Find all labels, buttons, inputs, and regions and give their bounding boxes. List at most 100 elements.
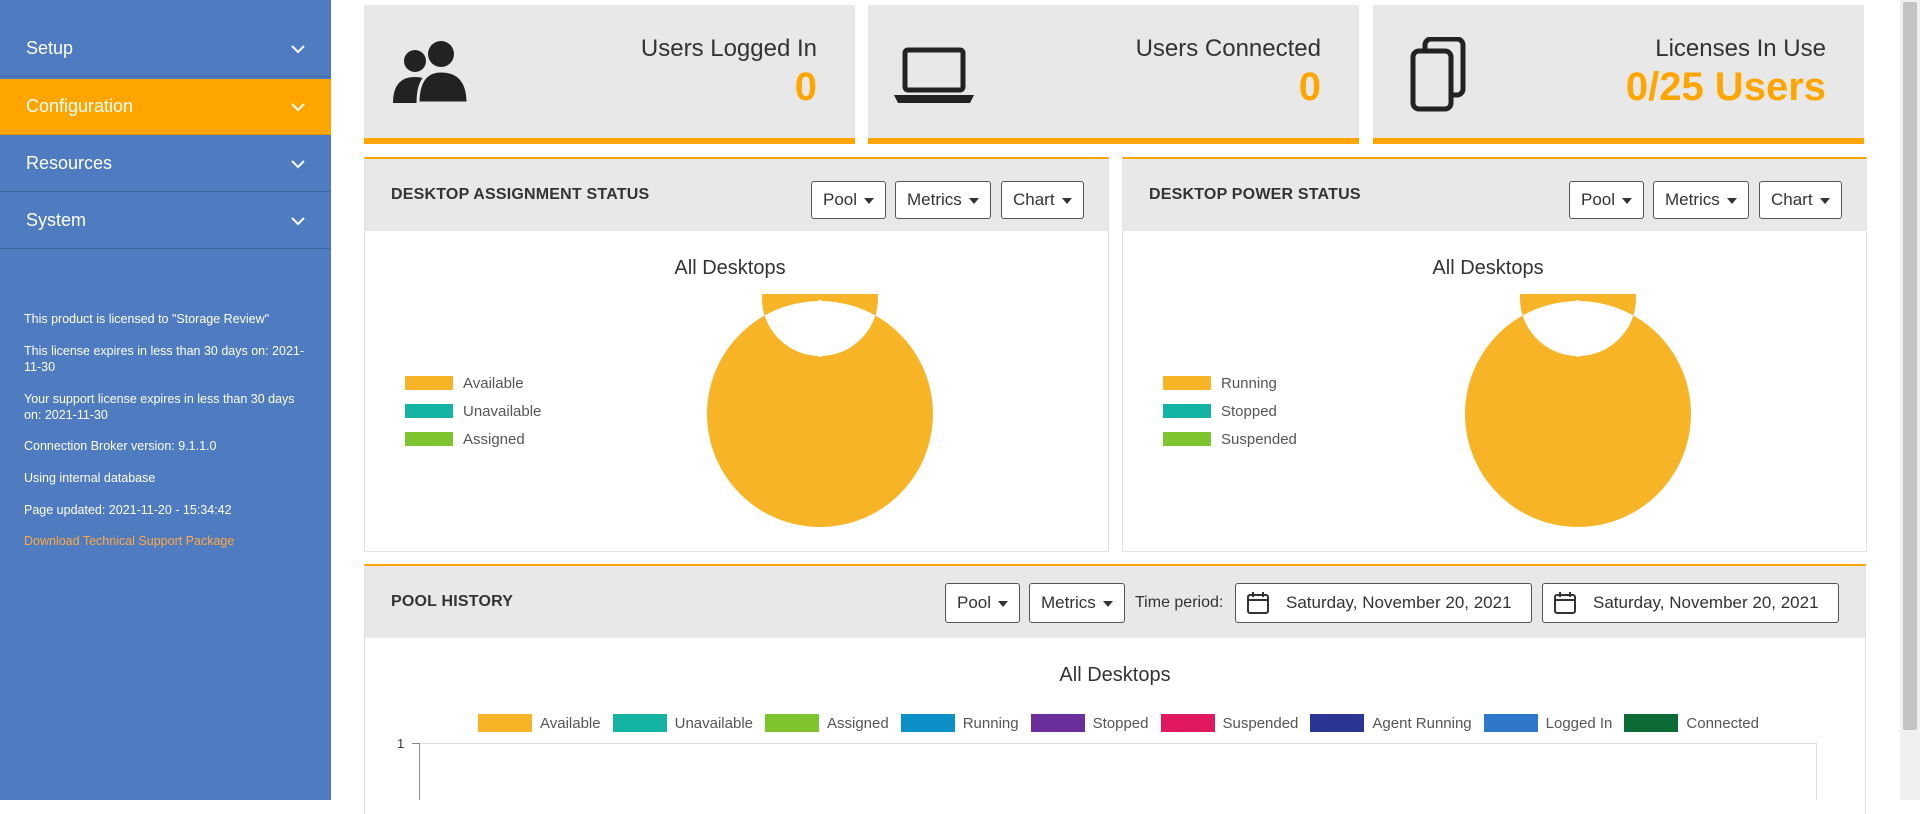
legend-swatch xyxy=(900,714,955,732)
legend-swatch xyxy=(612,714,667,732)
metrics-dropdown[interactable]: Metrics xyxy=(895,181,991,219)
legend-item-assigned[interactable]: Assigned xyxy=(765,714,889,732)
legend-item-suspended[interactable]: Suspended xyxy=(1160,714,1299,732)
legend-label: Suspended xyxy=(1222,714,1299,732)
start-date-value: Saturday, November 20, 2021 xyxy=(1286,593,1512,612)
pool-dropdown[interactable]: Pool xyxy=(1569,181,1645,219)
legend-item-stopped[interactable]: Stopped xyxy=(1030,714,1149,732)
stat-value: 0 xyxy=(794,65,817,109)
legend-swatch xyxy=(1163,404,1211,418)
sidebar-item-label: Setup xyxy=(26,38,74,58)
dropdown-label: Chart xyxy=(1013,190,1055,209)
dropdown-label: Metrics xyxy=(1041,593,1096,612)
documents-icon xyxy=(1410,37,1466,112)
metrics-dropdown[interactable]: Metrics xyxy=(1029,583,1125,623)
legend-label: Connected xyxy=(1686,714,1759,732)
database-info: Using internal database xyxy=(24,471,156,485)
license-expiry: This license expires in less than 30 day… xyxy=(24,344,305,374)
page-updated: Page updated: 2021-11-20 - 15:34:42 xyxy=(24,503,232,517)
legend-item-suspended[interactable]: Suspended xyxy=(1163,425,1297,453)
caret-down-icon xyxy=(1102,601,1113,607)
license-info: This product is licensed to "Storage Rev… xyxy=(24,312,270,326)
sidebar-item-system[interactable]: System xyxy=(0,193,331,249)
calendar-icon xyxy=(1247,592,1269,614)
end-date-picker[interactable]: Saturday, November 20, 2021 xyxy=(1542,583,1839,623)
dropdown-label: Chart xyxy=(1771,190,1813,209)
end-date-value: Saturday, November 20, 2021 xyxy=(1593,593,1819,612)
time-period-label: Time period: xyxy=(1135,594,1224,611)
broker-version: Connection Broker version: 9.1.1.0 xyxy=(24,439,217,453)
scrollbar-thumb[interactable] xyxy=(1903,2,1917,730)
sidebar-item-setup[interactable]: Setup xyxy=(0,21,331,77)
dropdown-label: Pool xyxy=(823,190,858,209)
chevron-down-icon xyxy=(291,44,305,53)
calendar-icon xyxy=(1554,592,1576,614)
caret-down-icon xyxy=(864,198,875,204)
legend-swatch xyxy=(405,432,453,446)
chart-dropdown[interactable]: Chart xyxy=(1001,181,1084,219)
caret-down-icon xyxy=(968,198,979,204)
panel-title: DESKTOP ASSIGNMENT STATUS xyxy=(391,186,650,203)
legend-swatch xyxy=(765,714,819,732)
legend-label: Available xyxy=(540,714,601,732)
start-date-picker[interactable]: Saturday, November 20, 2021 xyxy=(1235,583,1532,623)
sidebar-item-configuration[interactable]: Configuration xyxy=(0,79,331,135)
legend-item-running[interactable]: Running xyxy=(900,714,1019,732)
legend-item-agent-running[interactable]: Agent Running xyxy=(1310,714,1472,732)
legend-label: Running xyxy=(962,714,1019,732)
legend-swatch xyxy=(478,714,532,732)
chart-title: All Desktops xyxy=(1059,664,1171,686)
metrics-dropdown[interactable]: Metrics xyxy=(1653,181,1749,219)
legend-label: Unavailable xyxy=(463,402,542,420)
plot-border-right xyxy=(1816,743,1817,800)
dropdown-label: Pool xyxy=(957,593,992,612)
legend-item-unavailable[interactable]: Unavailable xyxy=(612,714,753,732)
legend-item-unavailable[interactable]: Unavailable xyxy=(405,397,541,425)
sidebar-item-resources[interactable]: Resources xyxy=(0,136,331,192)
legend-item-logged-in[interactable]: Logged In xyxy=(1483,714,1612,732)
panel-header: DESKTOP ASSIGNMENT STATUS Pool Metrics C… xyxy=(365,159,1108,231)
legend-item-assigned[interactable]: Assigned xyxy=(405,425,541,453)
legend-item-stopped[interactable]: Stopped xyxy=(1163,397,1297,425)
history-legend: Available Unavailable Assigned Running S… xyxy=(478,714,1771,732)
desktop-power-panel: DESKTOP POWER STATUS Pool Metrics Chart … xyxy=(1122,157,1867,552)
legend-label: Running xyxy=(1221,374,1277,392)
caret-down-icon xyxy=(1622,198,1633,204)
panel-header: DESKTOP POWER STATUS Pool Metrics Chart xyxy=(1123,159,1866,231)
pool-dropdown[interactable]: Pool xyxy=(945,583,1021,623)
caret-down-icon xyxy=(1819,198,1830,204)
chevron-down-icon xyxy=(291,159,305,168)
legend-label: Stopped xyxy=(1221,402,1277,420)
sidebar-item-label: Configuration xyxy=(26,96,134,116)
legend-swatch xyxy=(405,376,453,390)
legend-swatch xyxy=(1160,714,1215,732)
scrollbar[interactable] xyxy=(1900,0,1920,800)
pool-dropdown[interactable]: Pool xyxy=(811,181,887,219)
caret-down-icon xyxy=(1726,198,1737,204)
legend-item-running[interactable]: Running xyxy=(1163,369,1297,397)
chart-title: All Desktops xyxy=(674,257,786,279)
laptop-icon xyxy=(894,47,974,103)
stat-value: 0/25 Users xyxy=(1625,65,1826,109)
legend-item-connected[interactable]: Connected xyxy=(1624,714,1759,732)
users-icon xyxy=(393,41,470,105)
chart-legend: Running Stopped Suspended xyxy=(1163,369,1297,453)
legend-label: Available xyxy=(463,374,524,392)
legend-item-available[interactable]: Available xyxy=(478,714,601,732)
stat-card-users-logged-in: Users Logged In 0 xyxy=(364,5,855,144)
legend-item-available[interactable]: Available xyxy=(405,369,541,397)
chevron-down-icon xyxy=(291,102,305,111)
chart-dropdown[interactable]: Chart xyxy=(1759,181,1842,219)
desktop-assignment-panel: DESKTOP ASSIGNMENT STATUS Pool Metrics C… xyxy=(364,157,1109,552)
donut-slice-available[interactable] xyxy=(707,294,933,527)
panel-title: DESKTOP POWER STATUS xyxy=(1149,186,1361,203)
stat-card-licenses-in-use: Licenses In Use 0/25 Users xyxy=(1373,5,1864,144)
legend-label: Suspended xyxy=(1221,430,1297,448)
grid-line xyxy=(420,743,1816,744)
assignment-donut-chart xyxy=(707,294,933,527)
donut-slice-running[interactable] xyxy=(1465,294,1691,527)
download-support-package-link[interactable]: Download Technical Support Package xyxy=(24,534,235,548)
caret-down-icon xyxy=(1061,198,1072,204)
panel-title: POOL HISTORY xyxy=(391,593,514,610)
y-axis xyxy=(419,743,420,800)
